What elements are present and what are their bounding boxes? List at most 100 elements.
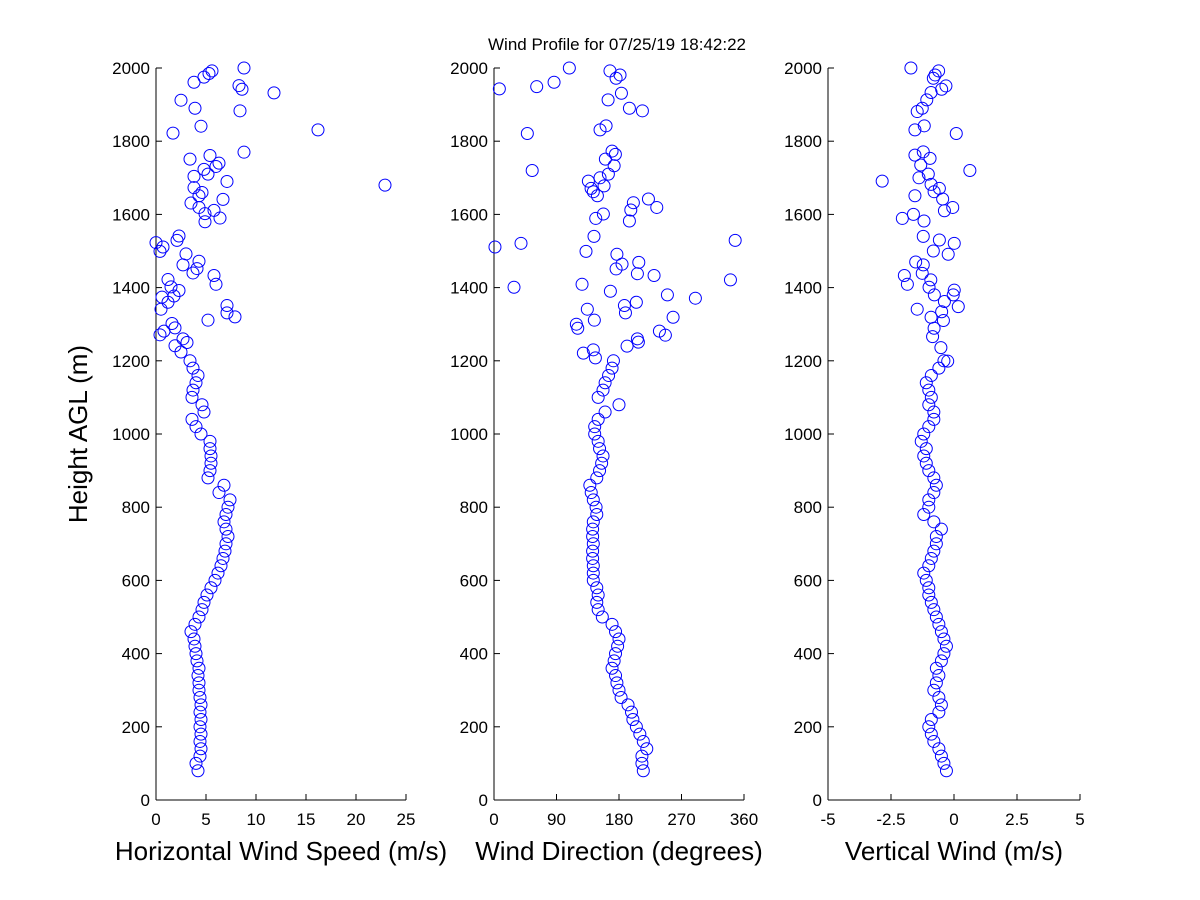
- data-point: [626, 712, 640, 726]
- x-tick-label: 0: [949, 810, 958, 829]
- y-tick-label: 1800: [112, 132, 150, 151]
- data-point: [579, 244, 593, 258]
- data-point: [164, 280, 178, 294]
- data-point: [589, 500, 603, 514]
- data-point: [187, 632, 201, 646]
- data-point: [149, 236, 163, 250]
- data-point: [161, 295, 175, 309]
- data-point: [908, 148, 922, 162]
- data-point: [233, 104, 247, 118]
- data-point: [927, 405, 941, 419]
- data-point: [895, 211, 909, 225]
- data-point: [197, 595, 211, 609]
- data-point: [924, 712, 938, 726]
- data-point: [203, 148, 217, 162]
- data-point: [203, 442, 217, 456]
- y-tick-label: 1600: [450, 205, 488, 224]
- panel-vertical-wind: 0 200 400 600 800 1000 1200 1400 1600 1800 2000 -5 -…: [784, 59, 1085, 866]
- data-point: [904, 61, 918, 75]
- data-point: [607, 654, 621, 668]
- data-point: [926, 330, 940, 344]
- x-tick-label: 10: [247, 810, 266, 829]
- data-point: [917, 119, 931, 133]
- data-point: [609, 669, 623, 683]
- data-point: [191, 764, 205, 778]
- data-point: [188, 617, 202, 631]
- data-point: [198, 207, 212, 221]
- data-point: [203, 464, 217, 478]
- x-tick-label: 25: [397, 810, 416, 829]
- data-point: [192, 254, 206, 268]
- data-point: [492, 82, 506, 96]
- data-point: [586, 343, 600, 357]
- data-point: [198, 215, 212, 229]
- data-point: [630, 267, 644, 281]
- data-point: [927, 412, 941, 426]
- data-point: [927, 734, 941, 748]
- data-point: [728, 233, 742, 247]
- x-axis-label: Horizontal Wind Speed (m/s): [115, 836, 447, 866]
- data-point: [185, 412, 199, 426]
- data-point: [939, 639, 953, 653]
- data-point: [237, 61, 251, 75]
- y-tick-label: 1400: [450, 279, 488, 298]
- data-point: [586, 566, 600, 580]
- data-point: [929, 478, 943, 492]
- y-tick-label: 2000: [450, 59, 488, 78]
- data-point: [914, 434, 928, 448]
- data-point: [228, 310, 242, 324]
- data-point: [571, 321, 585, 335]
- data-point: [917, 566, 931, 580]
- x-tick-label: 20: [347, 810, 366, 829]
- data-point: [207, 269, 221, 283]
- data-point: [195, 185, 209, 199]
- data-point: [935, 305, 949, 319]
- y-tick-label: 2000: [112, 59, 150, 78]
- data-point: [188, 101, 202, 115]
- x-tick-label: 2.5: [1005, 810, 1029, 829]
- data-point: [723, 273, 737, 287]
- data-point: [166, 126, 180, 140]
- data-point: [609, 647, 623, 661]
- data-point: [932, 691, 946, 705]
- data-point: [223, 493, 237, 507]
- data-point: [153, 328, 167, 342]
- data-point: [919, 456, 933, 470]
- data-point: [937, 204, 951, 218]
- data-point: [197, 162, 211, 176]
- y-tick-label: 0: [141, 791, 150, 810]
- panel-wind-direction: 0 200 400 600 800 1000 1200 1400 1600 1800 2000 0 90…: [450, 59, 763, 866]
- data-point: [916, 229, 930, 243]
- y-tick-label: 1000: [450, 425, 488, 444]
- data-point: [194, 712, 208, 726]
- data-point: [204, 449, 218, 463]
- data-point: [613, 68, 627, 82]
- data-point: [631, 335, 645, 349]
- data-point: [507, 280, 521, 294]
- data-point: [525, 163, 539, 177]
- data-point: [946, 288, 960, 302]
- y-tick-label: 1200: [112, 352, 150, 371]
- data-point: [598, 405, 612, 419]
- data-point: [920, 93, 934, 107]
- data-point: [919, 442, 933, 456]
- data-point: [212, 156, 226, 170]
- data-point: [919, 573, 933, 587]
- data-point: [932, 669, 946, 683]
- data-point: [906, 207, 920, 221]
- y-tick-label: 400: [122, 645, 150, 664]
- y-tick-label: 1200: [450, 352, 488, 371]
- data-point: [963, 163, 977, 177]
- data-point: [609, 262, 623, 276]
- data-point: [208, 573, 222, 587]
- data-point: [590, 471, 604, 485]
- y-tick-label: 600: [122, 571, 150, 590]
- x-tick-label: 180: [605, 810, 633, 829]
- data-point: [927, 185, 941, 199]
- data-point: [219, 537, 233, 551]
- data-point: [611, 639, 625, 653]
- data-point: [915, 266, 929, 280]
- data-point: [590, 189, 604, 203]
- data-point: [219, 522, 233, 536]
- data-point: [591, 434, 605, 448]
